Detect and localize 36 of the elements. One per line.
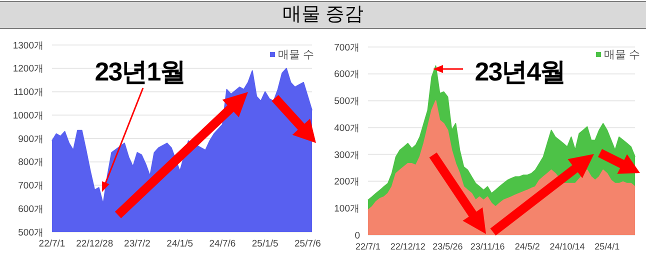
x-tick-label: 22/12/28 (76, 238, 114, 250)
x-tick-label: 25/1/5 (252, 238, 278, 250)
y-tick-label: 1300개 (12, 40, 44, 52)
x-tick-label: 24/7/6 (209, 238, 236, 250)
y-tick-label: 1100개 (14, 87, 44, 98)
x-tick-label: 24/10/14 (550, 241, 585, 252)
x-tick-label: 25/7/6 (294, 238, 321, 250)
y-tick-label: 1200개 (12, 64, 44, 75)
x-tick-label: 23/5/26 (432, 241, 463, 252)
y-tick-label: 0 (354, 230, 360, 242)
y-tick-label: 300개 (334, 150, 360, 161)
y-tick-label: 700개 (334, 42, 360, 54)
y-tick-label: 500개 (334, 96, 360, 108)
y-tick-label: 600개 (18, 204, 44, 215)
x-tick-label: 25/4/1 (594, 241, 620, 252)
x-tick-label: 22/7/1 (38, 238, 66, 250)
y-tick-label: 700개 (18, 180, 44, 192)
legend-label: 매물 수 (278, 48, 314, 62)
y-tick-label: 600개 (334, 69, 360, 80)
annotation: 23년4월 (474, 56, 566, 88)
y-tick-label: 1000개 (12, 110, 44, 122)
y-tick-label: 900개 (18, 134, 44, 145)
x-tick-label: 23/7/2 (124, 238, 150, 250)
y-tick-label: 500개 (18, 227, 44, 238)
annotation: 23년1월 (94, 56, 186, 88)
legend-label: 매물 수 (604, 48, 640, 62)
x-tick-label: 23/11/16 (470, 241, 505, 252)
y-tick-label: 800개 (18, 157, 44, 168)
y-tick-label: 200개 (334, 176, 360, 188)
x-tick-label: 24/1/5 (166, 238, 194, 250)
y-tick-label: 400개 (334, 122, 360, 134)
chart-title: 매물 증감 (0, 1, 646, 29)
x-tick-label: 22/7/1 (355, 241, 381, 252)
x-tick-label: 24/5/2 (514, 241, 540, 252)
y-tick-label: 100개 (334, 204, 360, 215)
x-tick-label: 22/12/12 (390, 241, 426, 252)
